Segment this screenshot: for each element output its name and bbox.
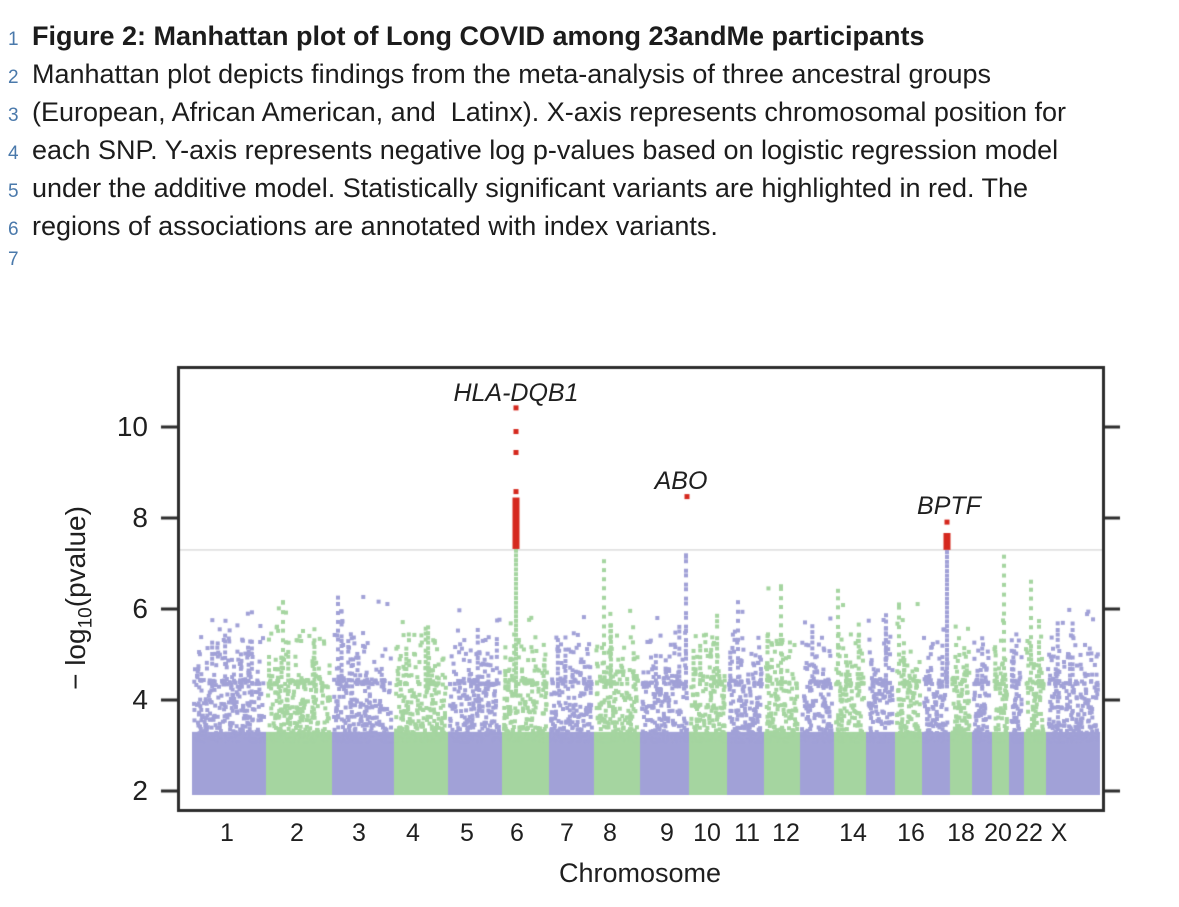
x-tick-label-chr-3: 3	[352, 819, 366, 847]
y-axis-title-prefix: − log	[60, 628, 91, 690]
x-tick-label-chr-2: 2	[290, 819, 304, 847]
x-tick-label-chr-22: 22	[1015, 819, 1043, 847]
caption-line: 1 Figure 2: Manhattan plot of Long COVID …	[0, 21, 1179, 59]
caption-text: Figure 2: Manhattan plot of Long COVID a…	[32, 21, 925, 51]
line-number: 2	[8, 67, 19, 88]
x-axis-title: Chromosome	[558, 858, 722, 888]
x-tick-label-chr-20: 20	[984, 819, 1012, 847]
gene-annotation-hla-dqb1: HLA-DQB1	[453, 379, 579, 407]
line-number: 1	[8, 29, 19, 50]
x-tick-label-chr-1: 1	[220, 819, 234, 847]
x-tick-label-chr-10: 10	[693, 819, 721, 847]
x-tick-label-chr-14: 14	[839, 819, 867, 847]
caption-line: 2 Manhattan plot depicts findings from th…	[0, 59, 1179, 97]
y-tick-label: 8	[132, 502, 148, 533]
caption-line: 6 regions of associations are annotated w…	[0, 211, 1179, 249]
caption-text: under the additive model. Statistically …	[32, 173, 1029, 203]
x-tick-label-chr-11: 11	[734, 819, 760, 847]
x-tick-label-chr-16: 16	[897, 819, 925, 847]
caption-line: 3 (European, African American, and Latinx…	[0, 97, 1179, 135]
x-tick-label-chr-8: 8	[603, 819, 617, 847]
x-tick-label-chr-18: 18	[947, 819, 975, 847]
y-tick-label: 2	[132, 775, 148, 806]
caption-line: 7	[0, 249, 1179, 287]
line-number: 4	[8, 143, 19, 164]
caption-line: 4 each SNP. Y-axis represents negative lo…	[0, 135, 1179, 173]
caption-text: each SNP. Y-axis represents negative log…	[32, 135, 1059, 165]
gene-annotation-abo: ABO	[654, 467, 708, 495]
line-number: 3	[8, 105, 19, 126]
x-tick-label-chr-5: 5	[460, 819, 474, 847]
caption-line: 5 under the additive model. Statistically…	[0, 173, 1179, 211]
x-tick-label-chr-4: 4	[406, 819, 420, 847]
x-tick-label-chr-7: 7	[560, 819, 574, 847]
x-tick-label-chr-6: 6	[510, 819, 524, 847]
caption-text: (European, African American, and Latinx)…	[32, 97, 1066, 127]
x-tick-label-chr-X: X	[1050, 819, 1068, 847]
y-tick-label: 6	[132, 593, 148, 624]
caption-text: Manhattan plot depicts findings from the…	[32, 59, 992, 89]
y-tick-label: 10	[116, 411, 148, 442]
line-number: 5	[8, 181, 19, 202]
caption-text: regions of associations are annotated wi…	[32, 211, 718, 241]
manhattan-plot-canvas	[0, 350, 1179, 907]
gene-annotation-bptf: BPTF	[917, 492, 981, 520]
x-tick-label-chr-9: 9	[660, 819, 674, 847]
y-tick-label: 4	[132, 684, 148, 715]
x-tick-label-chr-12: 12	[772, 819, 800, 847]
line-number: 6	[8, 219, 19, 240]
manhattan-plot-figure: − log10(pvalue) Chromosome 2 4 6 8 10 1 2 3 4 5 6 7…	[0, 350, 1179, 907]
figure-caption-block: 1 Figure 2: Manhattan plot of Long COVID …	[0, 21, 1179, 287]
line-number: 7	[8, 249, 19, 270]
